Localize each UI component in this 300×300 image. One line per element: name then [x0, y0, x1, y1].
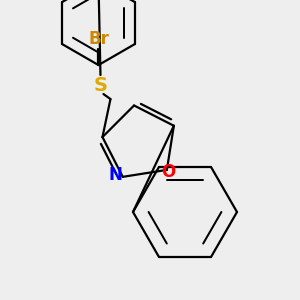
Text: S: S	[94, 76, 107, 94]
Text: O: O	[161, 163, 175, 181]
Text: Br: Br	[88, 30, 109, 48]
Text: N: N	[109, 166, 123, 184]
